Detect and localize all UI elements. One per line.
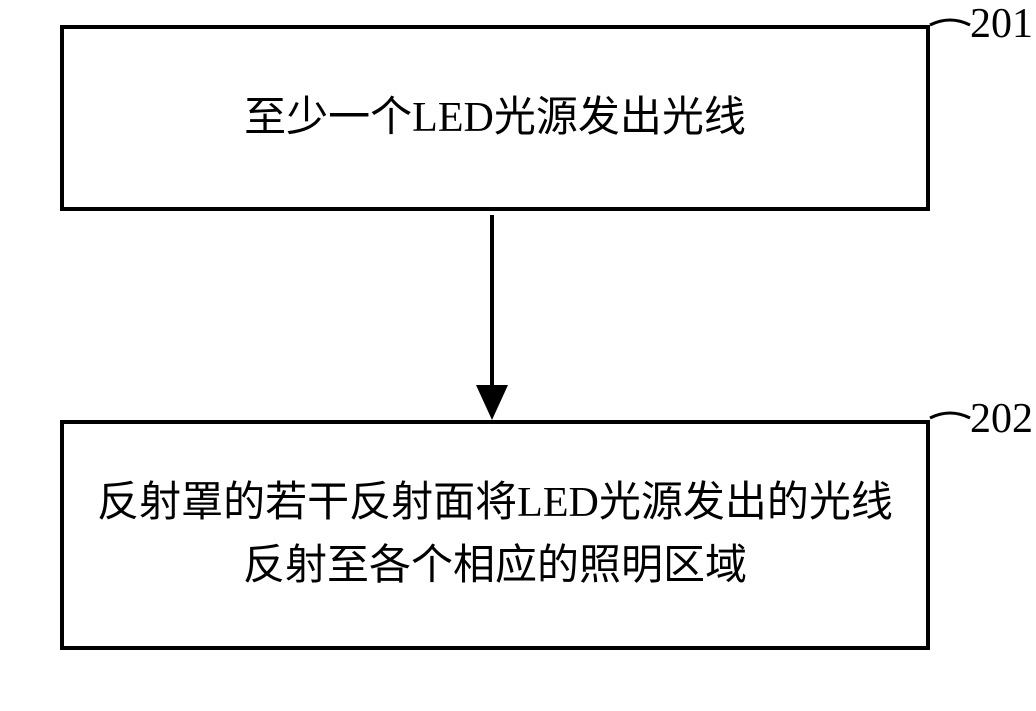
- flowchart-node-202: 反射罩的若干反射面将LED光源发出的光线反射至各个相应的照明区域: [60, 420, 930, 650]
- arrow-line: [490, 215, 494, 390]
- callout-line-202: [900, 403, 975, 443]
- node-202-text: 反射罩的若干反射面将LED光源发出的光线反射至各个相应的照明区域: [94, 472, 896, 598]
- callout-line-201: [900, 10, 975, 50]
- arrow-head-icon: [476, 385, 508, 420]
- flowchart-container: 至少一个LED光源发出光线 201 反射罩的若干反射面将LED光源发出的光线反射…: [0, 0, 1036, 711]
- flowchart-node-201: 至少一个LED光源发出光线: [60, 25, 930, 211]
- node-201-text: 至少一个LED光源发出光线: [244, 87, 746, 150]
- callout-label-202: 202: [970, 395, 1033, 443]
- flowchart-arrow: [490, 215, 494, 420]
- callout-label-201: 201: [970, 0, 1033, 48]
